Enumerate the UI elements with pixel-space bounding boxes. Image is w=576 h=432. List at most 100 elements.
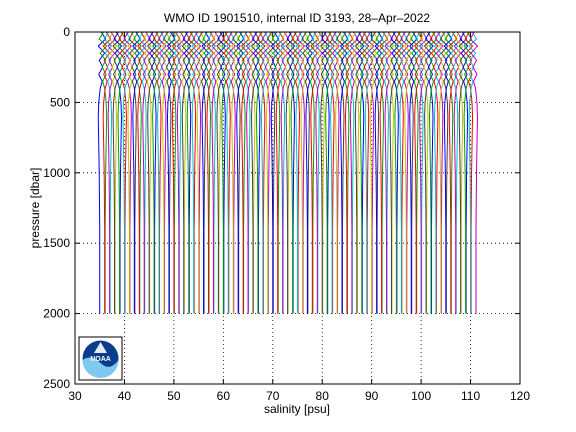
profile-line bbox=[172, 31, 182, 314]
profile-line bbox=[458, 31, 468, 314]
profile-line bbox=[349, 31, 359, 314]
profile-line bbox=[107, 31, 117, 314]
profile-line bbox=[404, 31, 413, 314]
profile-line bbox=[315, 31, 324, 314]
x-axis-label: salinity [psu] bbox=[264, 402, 330, 416]
profile-line bbox=[255, 31, 265, 314]
profile-line bbox=[369, 31, 379, 314]
profile-line bbox=[192, 31, 202, 314]
profile-line bbox=[221, 31, 230, 314]
profile-line bbox=[305, 31, 314, 314]
profile-line bbox=[379, 31, 389, 314]
profile-line bbox=[146, 31, 156, 314]
profile-line bbox=[281, 31, 291, 314]
y-tick-label: 1500 bbox=[43, 236, 70, 250]
profile-line bbox=[329, 31, 339, 314]
profile-line bbox=[102, 31, 112, 314]
profile-line bbox=[429, 31, 439, 314]
profile-line bbox=[240, 31, 250, 314]
y-tick-label: 0 bbox=[63, 25, 70, 39]
profile-line bbox=[237, 31, 246, 314]
profile-line bbox=[295, 31, 305, 314]
profile-line bbox=[122, 31, 132, 314]
x-tick-label: 40 bbox=[118, 389, 132, 403]
chart-title: WMO ID 1901510, internal ID 3193, 28–Apr… bbox=[164, 11, 430, 25]
profile-line bbox=[196, 31, 206, 314]
y-axis-label: pressure [dbar] bbox=[28, 168, 42, 249]
profile-line bbox=[448, 31, 458, 314]
profile-line bbox=[306, 31, 316, 314]
profile-line bbox=[275, 31, 285, 314]
profile-line bbox=[399, 31, 408, 314]
profile-line bbox=[438, 31, 448, 314]
profile-line bbox=[413, 31, 423, 314]
profile-line bbox=[128, 31, 138, 314]
profile-line bbox=[280, 31, 290, 314]
profile-line bbox=[261, 31, 271, 314]
profile-line bbox=[138, 31, 147, 314]
profile-line bbox=[265, 31, 275, 314]
profile-line bbox=[443, 31, 453, 314]
profile-lines bbox=[97, 31, 479, 314]
profile-line bbox=[344, 31, 354, 314]
x-tick-label: 80 bbox=[316, 389, 330, 403]
profile-line bbox=[364, 31, 374, 314]
profile-line bbox=[463, 31, 473, 314]
profile-line bbox=[418, 31, 428, 314]
y-tick-label: 2000 bbox=[43, 307, 70, 321]
x-tick-label: 100 bbox=[411, 389, 431, 403]
profile-line bbox=[370, 31, 380, 314]
profile-line bbox=[423, 31, 433, 314]
profile-line bbox=[217, 31, 227, 314]
profile-line bbox=[320, 31, 329, 314]
profile-line bbox=[211, 31, 221, 314]
profile-line bbox=[201, 31, 211, 314]
profile-line bbox=[395, 31, 405, 314]
y-tick-labels: 0 500 1000 1500 2000 2500 bbox=[43, 25, 70, 391]
profile-line bbox=[207, 31, 217, 314]
profile-line bbox=[384, 31, 394, 314]
profile-line bbox=[316, 31, 325, 314]
profile-line bbox=[468, 31, 478, 314]
profile-line bbox=[449, 31, 459, 314]
profile-line bbox=[181, 31, 191, 314]
profile-line bbox=[394, 31, 403, 314]
x-tick-label: 90 bbox=[365, 389, 379, 403]
profile-line bbox=[324, 31, 334, 314]
profile-line bbox=[433, 31, 443, 314]
profile-line bbox=[182, 31, 192, 314]
x-tick-labels: 30 40 50 60 70 80 90 100 110 120 bbox=[68, 389, 530, 403]
profile-line bbox=[374, 31, 384, 314]
x-tick-label: 60 bbox=[217, 389, 231, 403]
profile-line bbox=[389, 31, 399, 314]
profile-line bbox=[271, 31, 281, 314]
profile-line bbox=[415, 31, 424, 314]
profile-line bbox=[245, 31, 255, 314]
profile-line bbox=[360, 31, 370, 314]
profile-line bbox=[148, 31, 157, 314]
profile-line bbox=[171, 31, 181, 314]
noaa-logo: NOAA bbox=[78, 336, 123, 381]
profile-line bbox=[250, 31, 260, 314]
y-tick-label: 1000 bbox=[43, 166, 70, 180]
profile-line bbox=[206, 31, 216, 314]
profile-line bbox=[137, 31, 146, 314]
profile-line bbox=[151, 31, 161, 314]
profile-line bbox=[285, 31, 295, 314]
profile-line bbox=[216, 31, 225, 314]
profile-line bbox=[310, 31, 319, 314]
y-tick-label: 2500 bbox=[43, 377, 70, 391]
profile-line bbox=[453, 31, 463, 314]
profile-line bbox=[132, 31, 141, 314]
profile-line bbox=[428, 31, 438, 314]
profile-line bbox=[270, 31, 280, 314]
profile-line bbox=[300, 31, 310, 314]
profile-line bbox=[226, 31, 235, 314]
profile-line bbox=[339, 31, 349, 314]
profile-line bbox=[142, 31, 151, 314]
profile-line bbox=[354, 31, 364, 314]
profile-line bbox=[162, 31, 172, 314]
x-tick-label: 120 bbox=[510, 389, 530, 403]
profile-line bbox=[186, 31, 196, 314]
